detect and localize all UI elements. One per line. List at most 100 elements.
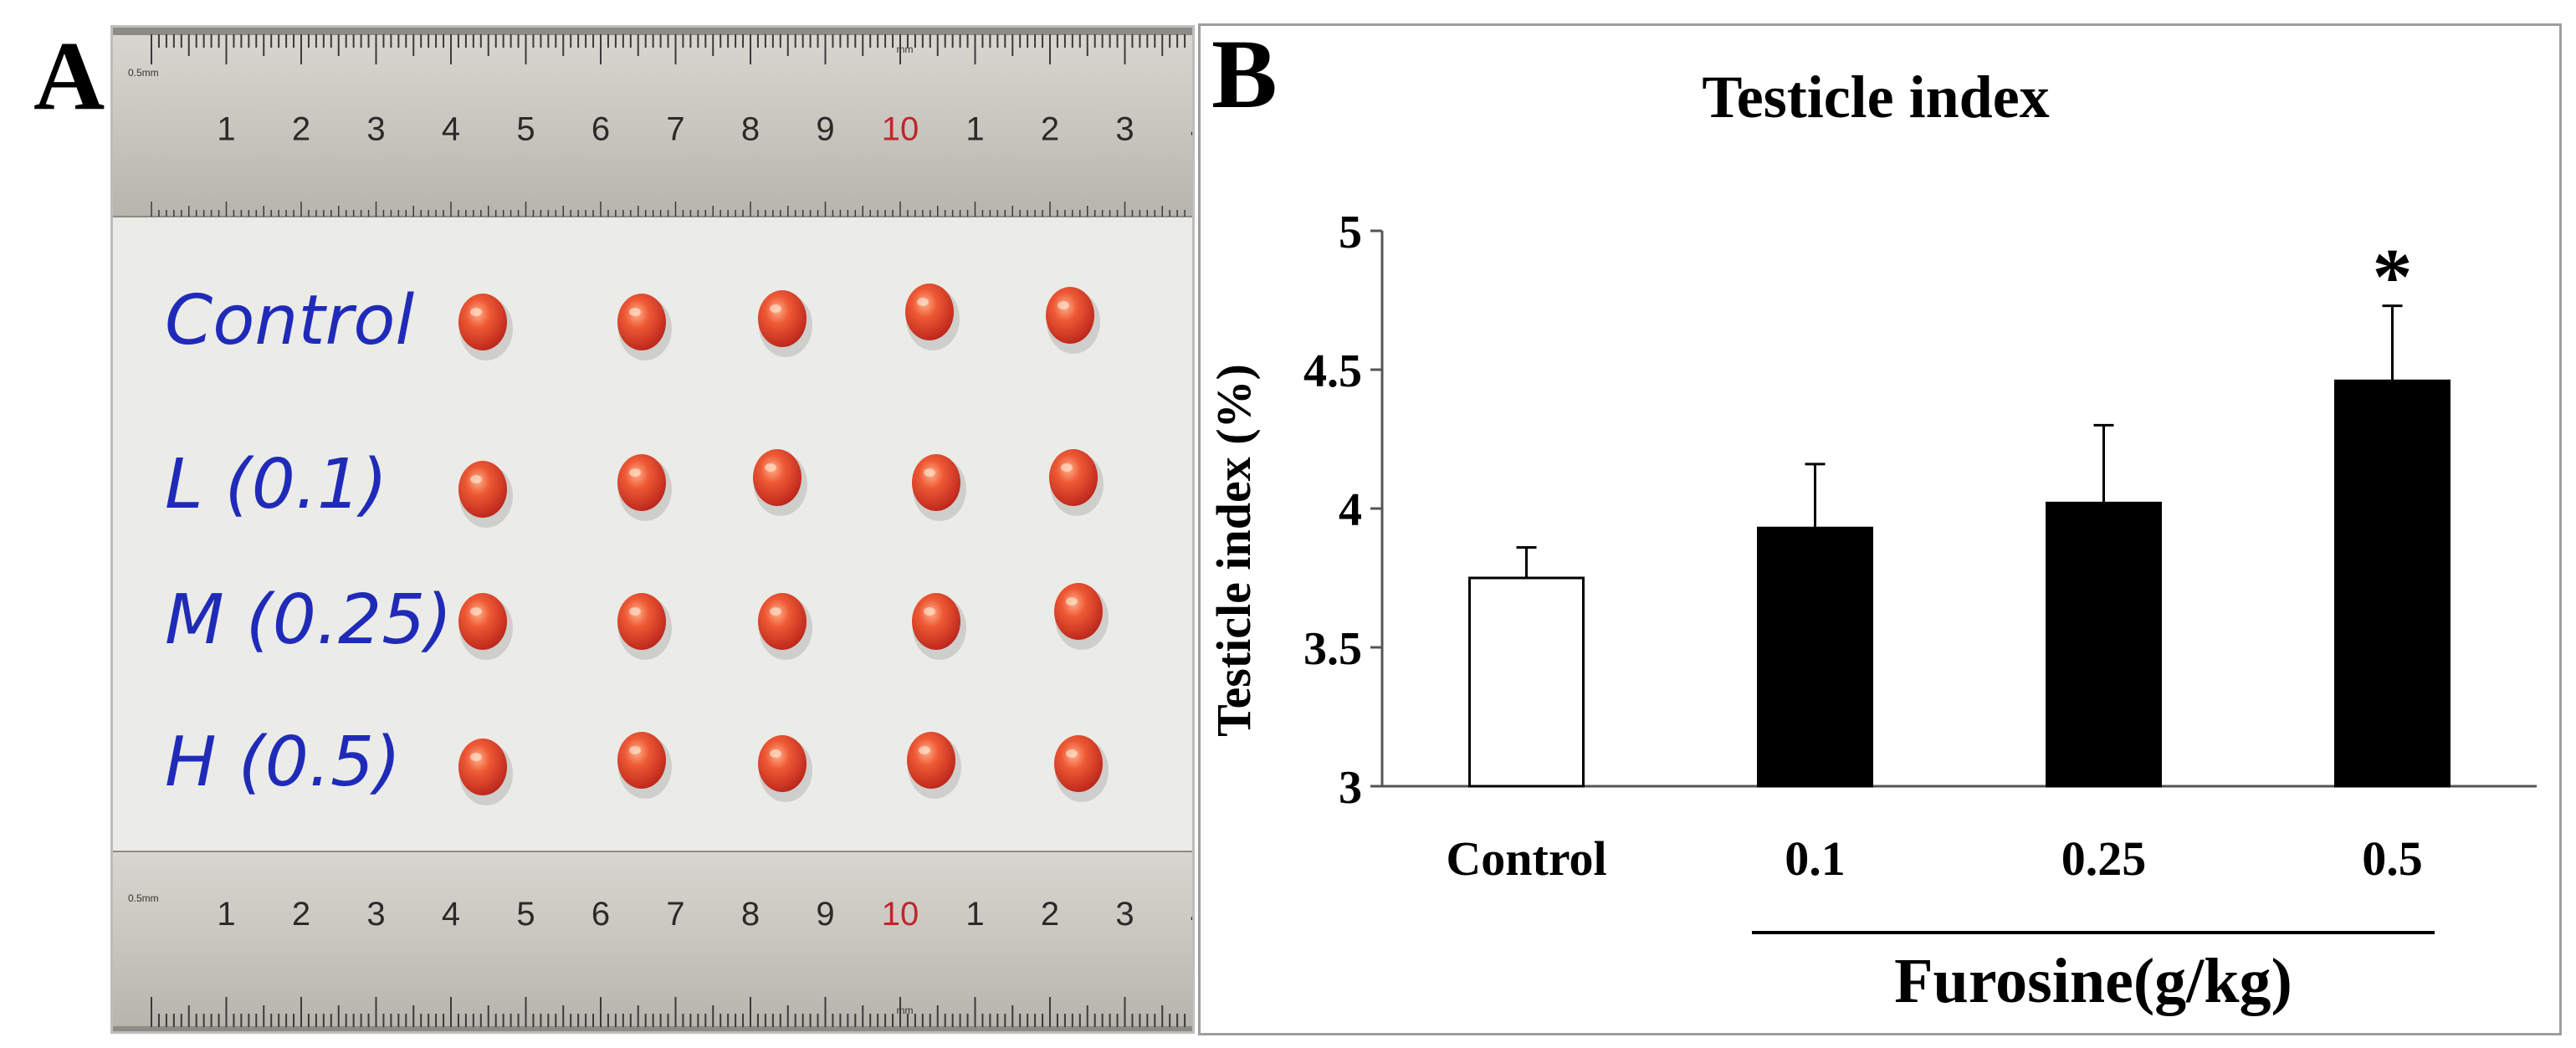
- testicle-specimen: [458, 461, 507, 518]
- x-tick-label: 0.1: [1785, 831, 1846, 886]
- error-bars: [1516, 304, 2403, 578]
- ruler-number: 6: [592, 896, 610, 933]
- y-axis: 3 3.5 4 4.5 5: [1303, 207, 1384, 814]
- testicle-specimen: [617, 593, 666, 650]
- x-tick-label: 0.25: [2061, 831, 2147, 886]
- specimen-row-label: H (0.5): [165, 723, 401, 802]
- panel-b-letter: B: [1211, 19, 1278, 129]
- x-tick-labels: Control 0.1 0.25 0.5: [1446, 831, 2422, 886]
- ruler-unit-label: 0.5mm: [128, 892, 159, 904]
- specimen-highlight: [470, 607, 482, 616]
- bar-0-5: [2334, 379, 2451, 788]
- specimen-highlight: [1058, 301, 1069, 309]
- specimen-highlight: [917, 298, 929, 306]
- testicle-specimen: [753, 449, 801, 506]
- testicle-specimen: [458, 739, 507, 795]
- testicle-specimen: [758, 593, 807, 650]
- specimen-highlight: [1061, 463, 1073, 472]
- ruler-number: 3: [1115, 896, 1134, 933]
- specimen-highlight: [770, 304, 781, 313]
- specimen-highlight: [629, 746, 641, 754]
- testicle-specimen: [1054, 583, 1103, 640]
- testicle-specimen: [458, 294, 507, 350]
- specimen-highlight: [1066, 597, 1078, 606]
- testicle-specimen: [912, 454, 960, 511]
- ruler-number: 4: [1191, 110, 1192, 147]
- ruler-number: 2: [1041, 896, 1059, 933]
- ruler-unit-label: 0.5mm: [128, 67, 159, 79]
- specimen-highlight: [470, 308, 482, 316]
- specimen-highlight: [470, 753, 482, 761]
- testicle-specimen: [458, 593, 507, 650]
- ruler-number: 8: [741, 110, 760, 147]
- specimen-highlight: [470, 475, 482, 483]
- ruler-number: 1: [217, 110, 235, 147]
- testicle-specimen: [905, 284, 954, 340]
- chart-frame: [1198, 23, 2562, 1035]
- testicle-specimen: [758, 290, 807, 347]
- specimen-rows: Control L (0.1) M (0.25) H (0.5): [165, 281, 1109, 805]
- ruler-number: 10: [882, 896, 919, 933]
- specimen-highlight: [770, 749, 781, 758]
- ruler-body: [113, 851, 1192, 1028]
- specimen-row-label: M (0.25): [165, 580, 452, 660]
- specimen-highlight: [770, 607, 781, 616]
- y-tick-label: 5: [1339, 207, 1362, 258]
- testicle-specimen: [617, 732, 666, 789]
- specimen-highlight: [924, 607, 935, 616]
- y-tick-label: 4: [1339, 484, 1362, 536]
- y-tick-label: 4.5: [1303, 345, 1362, 397]
- specimen-highlight: [629, 468, 641, 477]
- specimen-highlight: [629, 308, 641, 316]
- ruler-number: 2: [1041, 110, 1059, 147]
- specimen-highlight: [924, 468, 935, 477]
- significance-asterisk: *: [2373, 233, 2413, 322]
- ruler-number: 8: [741, 896, 760, 933]
- ruler-mm-label: mm: [897, 1005, 914, 1016]
- ruler-number: 4: [1191, 896, 1192, 933]
- ruler-number: 2: [292, 896, 310, 933]
- ruler-number: 1: [217, 896, 235, 933]
- bar-0-25: [2046, 501, 2162, 788]
- ruler-number: 2: [292, 110, 310, 147]
- specimen-highlight: [919, 746, 930, 754]
- ruler-number: 10: [882, 110, 919, 147]
- testicle-specimen: [617, 294, 666, 350]
- x-tick-label: 0.5: [2362, 831, 2423, 886]
- significance-marks: *: [2373, 233, 2413, 322]
- ruler-number: 9: [816, 110, 834, 147]
- specimen-row-label: Control: [165, 281, 414, 360]
- testicle-specimen: [1046, 287, 1094, 344]
- y-tick-label: 3: [1339, 762, 1362, 814]
- ruler-number: 9: [816, 896, 834, 933]
- testicle-specimen: [907, 732, 955, 789]
- ruler-number: 7: [666, 896, 684, 933]
- ruler-number: 5: [516, 110, 535, 147]
- testicle-specimen: [758, 735, 807, 792]
- ruler-number: 1: [965, 896, 984, 933]
- x-tick-label: Control: [1446, 831, 1606, 886]
- specimen-row-label: L (0.1): [165, 445, 387, 524]
- bars: [1468, 379, 2451, 788]
- ruler-number: 3: [1115, 110, 1134, 147]
- specimen-highlight: [1066, 749, 1078, 758]
- ruler-number: 3: [366, 896, 385, 933]
- ruler-number: 3: [366, 110, 385, 147]
- testicle-specimen: [617, 454, 666, 511]
- ruler-number: 7: [666, 110, 684, 147]
- y-axis-label: Testicle index (%): [1206, 364, 1261, 737]
- testicle-index-chart: Testicle index 3 3.5 4 4.5 5 * Control 0.1 0.2…: [1206, 64, 2537, 1016]
- bar-control: [1468, 576, 1585, 788]
- ruler-number: 1: [965, 110, 984, 147]
- specimen-highlight: [765, 463, 776, 472]
- y-tick-label: 3.5: [1303, 623, 1362, 675]
- panel-a-letter: A: [33, 21, 105, 130]
- testicle-specimen: [912, 593, 960, 650]
- bar-0-1: [1757, 526, 1873, 788]
- x-axis-label: Furosine(g/kg): [1894, 946, 2292, 1016]
- ruler-body: [113, 33, 1192, 217]
